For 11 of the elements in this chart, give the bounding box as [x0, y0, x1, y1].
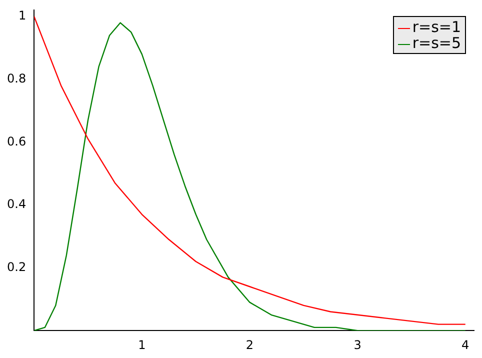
x-tick-label: 1 [138, 338, 146, 352]
x-tick-label: 4 [462, 338, 470, 352]
y-tick-label: 0.8 [6, 71, 26, 86]
y-tick-label: 0.6 [6, 134, 26, 148]
x-tick-label: 2 [246, 338, 254, 352]
y-tick-label: 0.4 [6, 197, 26, 212]
y-tick-label: 0.2 [6, 260, 26, 274]
x-tick-label: 3 [354, 338, 362, 352]
y-tick-label: 1 [18, 8, 26, 23]
legend-label: r=s=1 [412, 18, 461, 36]
legend-label: r=s=5 [412, 34, 461, 52]
